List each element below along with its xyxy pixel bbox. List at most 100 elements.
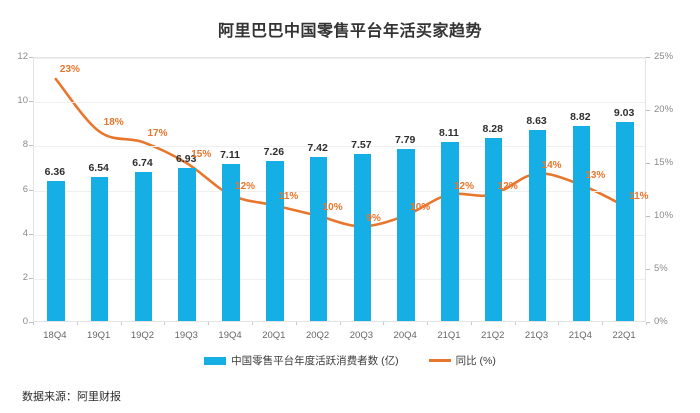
- y-axis-right-tick-label: 5%: [654, 263, 668, 274]
- line-value-label-21Q3: 14%: [541, 159, 562, 171]
- bar-20Q1[interactable]: [266, 160, 284, 321]
- x-axis-tick-mark: [646, 322, 647, 325]
- y-axis-right-tick-label: 20%: [654, 104, 674, 115]
- x-axis-tick-mark: [33, 322, 34, 325]
- bar-swatch-icon: [204, 356, 227, 365]
- y-axis-left-tick-mark: [29, 189, 33, 191]
- bar-value-label-21Q1: 8.11: [439, 126, 459, 139]
- bar-value-label-21Q3: 8.63: [526, 115, 547, 128]
- bar-value-label-22Q1: 9.03: [613, 106, 635, 119]
- trend-line-svg: [54, 77, 625, 228]
- bar-22Q1[interactable]: [616, 121, 634, 321]
- x-axis-tick-label-20Q1: 20Q1: [262, 330, 286, 341]
- y-axis-left-tick-mark: [29, 57, 33, 58]
- bar-value-label-18Q4: 6.36: [44, 165, 66, 178]
- bar-21Q3[interactable]: [528, 130, 547, 321]
- line-value-label-20Q1: 11%: [278, 191, 299, 203]
- gridline: [34, 146, 645, 148]
- x-axis-tick-label-21Q1: 21Q1: [437, 330, 461, 341]
- x-axis-tick-label-18Q4: 18Q4: [43, 330, 67, 341]
- bar-value-label-20Q1: 7.26: [263, 145, 285, 158]
- x-axis-tick-label-21Q3: 21Q3: [524, 330, 549, 341]
- x-axis-tick-mark: [295, 322, 297, 325]
- x-axis-tick-label-21Q2: 21Q2: [481, 330, 505, 341]
- chart-legend: 中国零售平台年度活跃消费者数 (亿) 同比 (%): [0, 353, 700, 368]
- y-axis-right-tick-mark: [646, 163, 650, 164]
- legend-item-line[interactable]: 同比 (%): [428, 353, 496, 368]
- gridline: [34, 278, 645, 280]
- y-axis-right-tick-label: 15%: [654, 157, 674, 168]
- x-axis-tick-mark: [602, 322, 604, 325]
- line-value-label-21Q2: 12%: [497, 180, 518, 192]
- y-axis-right-tick-label: 10%: [654, 210, 674, 221]
- line-value-label-20Q3: 9%: [366, 212, 381, 224]
- y-axis-left-tick-label: 4: [22, 227, 28, 239]
- x-axis-tick-label-22Q1: 22Q1: [612, 330, 636, 341]
- line-value-label-22Q1: 11%: [629, 191, 649, 203]
- bar-21Q2[interactable]: [484, 138, 503, 321]
- x-axis-tick-label-20Q3: 20Q3: [349, 330, 374, 341]
- y-axis-left-tick-label: 0: [22, 316, 28, 327]
- bar-value-label-21Q4: 8.82: [570, 111, 591, 124]
- x-axis-tick-mark: [208, 322, 210, 325]
- y-axis-left-tick-mark: [29, 277, 33, 279]
- line-value-label-20Q4: 10%: [410, 202, 431, 213]
- line-value-label-19Q1: 18%: [103, 117, 124, 129]
- legend-label-line: 同比 (%): [455, 355, 496, 367]
- bar-value-label-19Q3: 6.93: [176, 152, 197, 165]
- x-axis-tick-mark: [470, 322, 472, 325]
- gridline: [34, 58, 645, 59]
- bar-20Q2[interactable]: [309, 157, 328, 321]
- plot-area: [33, 57, 646, 322]
- bar-19Q4[interactable]: [222, 164, 240, 321]
- bar-21Q1[interactable]: [441, 141, 459, 321]
- bar-20Q3[interactable]: [353, 153, 372, 321]
- bar-value-label-19Q1: 6.54: [88, 161, 109, 174]
- x-axis-tick-mark: [339, 322, 341, 325]
- x-axis-tick-label-21Q4: 21Q4: [568, 330, 592, 341]
- y-axis-left-tick-label: 6: [22, 183, 28, 195]
- line-value-label-19Q3: 15%: [191, 149, 212, 160]
- y-axis-right-tick-mark: [646, 322, 650, 323]
- bar-value-label-19Q2: 6.74: [132, 157, 153, 170]
- line-value-label-20Q2: 10%: [322, 202, 343, 213]
- y-axis-left-tick-label: 10: [17, 95, 28, 107]
- bar-18Q4[interactable]: [47, 180, 65, 321]
- x-axis-tick-mark: [76, 322, 78, 325]
- gridline: [34, 102, 645, 104]
- y-axis-left-tick-label: 2: [22, 271, 28, 283]
- legend-label-bar: 中国零售平台年度活跃消费者数 (亿): [231, 355, 399, 367]
- x-axis-tick-label-19Q4: 19Q4: [218, 330, 242, 341]
- bar-value-label-21Q2: 8.28: [482, 123, 503, 136]
- gridline: [34, 234, 645, 236]
- x-axis-tick-mark: [164, 322, 166, 325]
- bar-20Q4[interactable]: [397, 148, 415, 321]
- y-axis-right-tick-mark: [646, 269, 650, 270]
- line-value-label-18Q4: 23%: [59, 64, 80, 76]
- line-value-label-19Q2: 17%: [147, 127, 168, 139]
- bar-value-label-20Q4: 7.79: [394, 133, 416, 146]
- x-axis-tick-mark: [120, 322, 122, 325]
- line-value-label-21Q1: 12%: [453, 180, 474, 192]
- bar-19Q3[interactable]: [178, 167, 196, 321]
- y-axis-right-tick-mark: [646, 110, 650, 111]
- line-value-label-21Q4: 13%: [585, 170, 606, 182]
- x-axis-tick-label-20Q2: 20Q2: [305, 330, 330, 341]
- bar-value-label-19Q4: 7.11: [220, 148, 240, 161]
- y-axis-right-tick-mark: [646, 216, 650, 217]
- line-swatch-icon: [428, 359, 451, 362]
- chart-title: 阿里巴巴中国零售平台年活买家趋势: [217, 23, 482, 40]
- y-axis-left-tick-mark: [29, 101, 33, 103]
- y-axis-left-tick-label: 8: [22, 139, 28, 151]
- bar-value-label-20Q2: 7.42: [307, 142, 328, 155]
- bar-21Q4[interactable]: [572, 126, 591, 321]
- legend-item-bar[interactable]: 中国零售平台年度活跃消费者数 (亿): [204, 353, 399, 368]
- x-axis-tick-mark: [558, 322, 560, 325]
- y-axis-left-tick-mark: [29, 233, 33, 235]
- bar-19Q1[interactable]: [90, 176, 109, 321]
- x-axis-tick-label-20Q4: 20Q4: [393, 330, 417, 341]
- x-axis-tick-mark: [251, 322, 253, 325]
- x-axis-tick-label-19Q2: 19Q2: [130, 330, 155, 341]
- bar-19Q2[interactable]: [134, 172, 153, 321]
